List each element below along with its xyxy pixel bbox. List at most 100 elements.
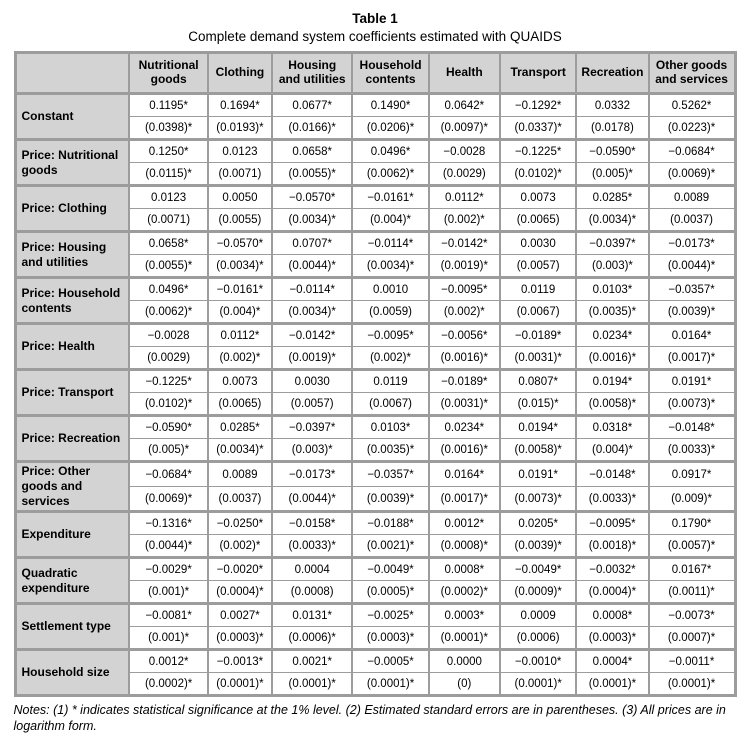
standard-error-cell: (0.0004)* — [206, 580, 274, 605]
coefficient-cell: 0.0103* — [351, 414, 430, 439]
column-header: Household contents — [351, 51, 430, 95]
standard-error-row: (0.0002)* (0.0001)* (0.0001)* (0.0001)* (0)(… — [15, 672, 737, 697]
standard-error-cell: (0.0055)* — [271, 162, 354, 187]
coefficient-cell: 0.0191* — [647, 368, 737, 393]
standard-error-cell: (0.0055) — [206, 208, 274, 233]
coefficient-cell: −0.0114* — [351, 230, 430, 255]
standard-error-cell: (0.0031)* — [427, 392, 501, 417]
row-label: Price: Housing and utilities — [13, 230, 131, 279]
column-header: Other goods and services — [647, 51, 737, 95]
standard-error-cell: (0.004)* — [351, 208, 430, 233]
standard-error-cell: (0.0034)* — [206, 438, 274, 463]
coefficient-cell: −0.0114* — [271, 276, 354, 301]
standard-error-cell: (0.0044)* — [271, 486, 354, 513]
standard-error-cell: (0.0003)* — [351, 626, 430, 651]
coefficient-row: Price: Transport −0.1225* 0.0073 0.0030 0.01… — [13, 368, 737, 417]
standard-error-row: (0.0069)* (0.0037) (0.0044)* (0.0039)* (0.00… — [15, 486, 737, 513]
standard-error-cell: (0.0021)* — [351, 534, 430, 559]
standard-error-cell: (0.0071) — [128, 208, 209, 233]
standard-error-cell: (0.0102)* — [498, 162, 578, 187]
coefficient-cell: −0.0684* — [128, 460, 209, 487]
coefficient-row: Price: Household contents 0.0496* −0.0161*… — [13, 276, 737, 325]
standard-error-cell: (0.0003)* — [206, 626, 274, 651]
standard-error-cell: (0.0001)* — [575, 672, 650, 697]
coefficient-cell: 0.0021* — [271, 648, 354, 673]
standard-error-cell: (0.0001)* — [427, 626, 501, 651]
standard-error-cell: (0.0039)* — [647, 300, 737, 325]
row-label: Expenditure — [13, 510, 131, 559]
standard-error-cell: (0.002)* — [427, 300, 501, 325]
standard-error-cell: (0.0034)* — [206, 254, 274, 279]
coefficient-cell: 0.0103* — [575, 276, 650, 301]
coefficient-cell: 0.0917* — [647, 460, 737, 487]
coefficient-row: Price: Other goods and services −0.0684* 0… — [13, 460, 737, 513]
standard-error-cell: (0.0115)* — [128, 162, 209, 187]
standard-error-row: (0.0029) (0.002)* (0.0019)* (0.002)* (0.0016… — [15, 346, 737, 371]
coefficient-cell: −0.0056* — [427, 322, 501, 347]
standard-error-cell: (0.0011)* — [647, 580, 737, 605]
header-row: Nutritional goods Clothing Housing and uti… — [13, 51, 737, 95]
standard-error-cell: (0.002)* — [206, 346, 274, 371]
coefficient-cell: 0.0205* — [498, 510, 578, 535]
table-header: Nutritional goods Clothing Housing and uti… — [13, 51, 737, 95]
coefficient-cell: 0.0027* — [206, 602, 274, 627]
coefficient-cell: 0.0012* — [128, 648, 209, 673]
coefficient-cell: 0.1790* — [647, 510, 737, 535]
row-label: Quadratic expenditure — [13, 556, 131, 605]
standard-error-cell: (0.0069)* — [128, 486, 209, 513]
coefficient-row: Price: Clothing 0.0123 0.0050 −0.0570* −0.01… — [13, 184, 737, 233]
table-notes: Notes: (1) * indicates statistical signi… — [13, 703, 726, 733]
standard-error-cell: (0.0001)* — [271, 672, 354, 697]
standard-error-row: (0.0071) (0.0055) (0.0034)* (0.004)* (0.002)… — [15, 208, 737, 233]
column-header: Recreation — [575, 51, 650, 95]
standard-error-cell: (0.0062)* — [351, 162, 430, 187]
coefficient-cell: 0.1490* — [351, 92, 430, 117]
coefficient-cell: −0.0073* — [647, 602, 737, 627]
coefficient-cell: 0.0050 — [206, 184, 274, 209]
coefficient-cell: −0.0397* — [271, 414, 354, 439]
table-subtitle: Complete demand system coefficients esti… — [188, 29, 562, 44]
coefficient-cell: −0.0148* — [647, 414, 737, 439]
coefficient-cell: −0.0095* — [575, 510, 650, 535]
standard-error-cell: (0.0166)* — [271, 116, 354, 141]
standard-error-cell: (0.0017)* — [647, 346, 737, 371]
coefficient-cell: −0.0142* — [271, 322, 354, 347]
table-title: Table 1 — [352, 11, 398, 26]
standard-error-cell: (0.0037) — [647, 208, 737, 233]
coefficient-cell: 0.0194* — [575, 368, 650, 393]
coefficient-cell: 0.0112* — [427, 184, 501, 209]
coefficient-cell: −0.0005* — [351, 648, 430, 673]
coefficient-cell: −0.0161* — [206, 276, 274, 301]
standard-error-cell: (0.0058)* — [498, 438, 578, 463]
standard-error-cell: (0.002)* — [206, 534, 274, 559]
coefficient-cell: −0.1316* — [128, 510, 209, 535]
coefficient-cell: −0.1225* — [498, 138, 578, 163]
page: Table 1 Complete demand system coefficie… — [13, 11, 737, 733]
standard-error-cell: (0.0009)* — [498, 580, 578, 605]
standard-error-row: (0.0062)* (0.004)* (0.0034)* (0.0059) (0.002… — [15, 300, 737, 325]
coefficient-cell: 0.1250* — [128, 138, 209, 163]
standard-error-cell: (0.0037) — [206, 486, 274, 513]
standard-error-cell: (0.0065) — [498, 208, 578, 233]
coefficient-row: Price: Housing and utilities 0.0658* −0.05… — [13, 230, 737, 279]
standard-error-cell: (0.0008)* — [427, 534, 501, 559]
column-header: Transport — [498, 51, 578, 95]
coefficient-cell: 0.0496* — [351, 138, 430, 163]
column-header: Housing and utilities — [271, 51, 354, 95]
coefficient-cell: −0.0188* — [351, 510, 430, 535]
standard-error-cell: (0.0067) — [498, 300, 578, 325]
coefficient-cell: −0.0032* — [575, 556, 650, 581]
standard-error-cell: (0.0018)* — [575, 534, 650, 559]
coefficient-cell: 0.0008* — [427, 556, 501, 581]
coefficient-cell: 0.0030 — [498, 230, 578, 255]
standard-error-cell: (0.0057) — [498, 254, 578, 279]
standard-error-cell: (0.0005)* — [351, 580, 430, 605]
coefficient-cell: 0.0131* — [271, 602, 354, 627]
standard-error-cell: (0.0055)* — [128, 254, 209, 279]
standard-error-cell: (0.0058)* — [575, 392, 650, 417]
table-body: Constant 0.1195* 0.1694* 0.0677* 0.1490* 0.06… — [13, 92, 737, 697]
standard-error-cell: (0.0193)* — [206, 116, 274, 141]
coefficient-cell: 0.0003* — [427, 602, 501, 627]
standard-error-row: (0.0398)* (0.0193)* (0.0166)* (0.0206)* (0.0… — [15, 116, 737, 141]
row-label: Price: Household contents — [13, 276, 131, 325]
